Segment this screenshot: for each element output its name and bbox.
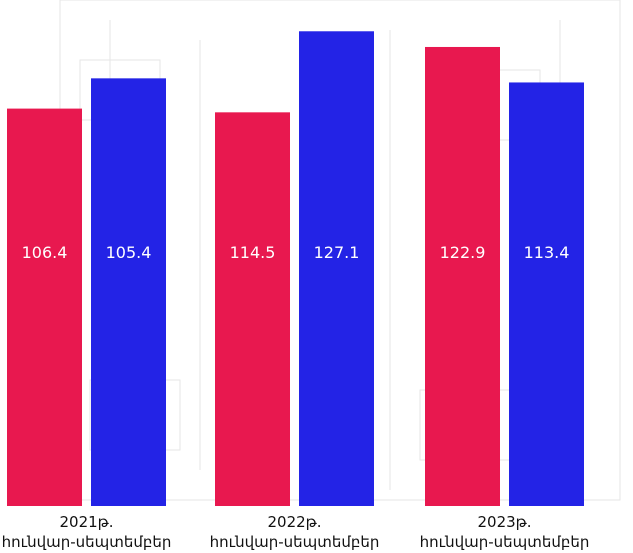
category-label-year-2: 2022թ. bbox=[267, 513, 321, 531]
category-label-period-3: հունվար-սեպտեմբեր bbox=[420, 533, 590, 551]
value-label-series2-2: 127.1 bbox=[314, 243, 360, 262]
category-label-period-2: հունվար-սեպտեմբեր bbox=[210, 533, 380, 551]
bar-series2-2 bbox=[299, 31, 374, 507]
category-label-year-1: 2021թ. bbox=[59, 513, 113, 531]
value-label-series1-1: 106.4 bbox=[22, 243, 68, 262]
value-label-series1-3: 122.9 bbox=[440, 243, 486, 262]
bar-series1-1 bbox=[7, 108, 82, 506]
value-label-series1-2: 114.5 bbox=[230, 243, 276, 262]
bar-series1-2 bbox=[215, 112, 290, 507]
bar-series2-3 bbox=[509, 82, 584, 507]
category-label-year-3: 2023թ. bbox=[477, 513, 531, 531]
bar-series1-3 bbox=[425, 46, 500, 506]
value-label-series2-3: 113.4 bbox=[524, 243, 570, 262]
bars-group bbox=[7, 31, 584, 507]
category-label-period-1: հունվար-սեպտեմբեր bbox=[2, 533, 172, 551]
bar-series2-1 bbox=[91, 78, 166, 506]
value-label-series2-1: 105.4 bbox=[106, 243, 152, 262]
value-labels-group: 106.4 105.4 114.5 127.1 122.9 113.4 bbox=[22, 243, 570, 262]
category-labels-group: 2021թ. հունվար-սեպտեմբեր 2022թ. հունվար-սեպ… bbox=[2, 513, 590, 551]
